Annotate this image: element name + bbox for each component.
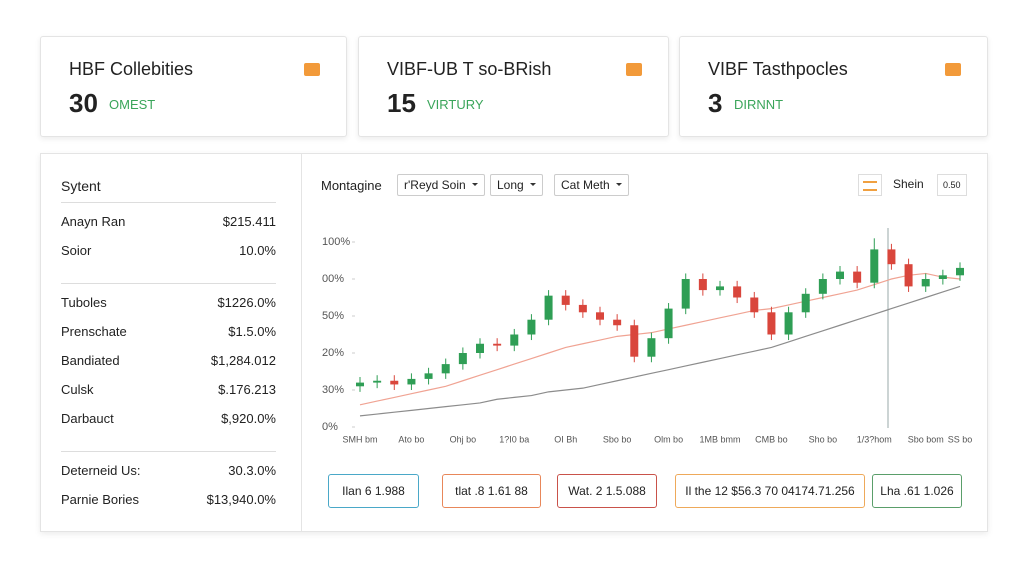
main-panel: Sytent Anayn Ran $215.411 Soior 10.0% Tubole…: [40, 153, 988, 532]
value-box: Wat. 2 1.5.088: [557, 474, 657, 508]
value-box: Ilan 6 1.988: [328, 474, 419, 508]
card-icon: [626, 63, 642, 76]
row-value: 30.3.0%: [228, 463, 276, 478]
summary-row: Soior 10.0%: [61, 243, 276, 258]
card-value: 3: [708, 88, 723, 118]
row-label: Parnie Bories: [61, 492, 140, 507]
card-status: DIRNNT: [734, 97, 784, 112]
summary-row: Deterneid Us: 30.3.0%: [61, 463, 276, 478]
row-label: Darbauct: [61, 411, 114, 426]
row-label: Tuboles: [61, 295, 107, 310]
summary-row: Culsk $.176.213: [61, 382, 276, 397]
card-icon: [945, 63, 961, 76]
stat-card: VIBF Tasthpocles 3 DIRNNT: [679, 36, 988, 137]
card-value: 30: [69, 88, 98, 118]
dropdown[interactable]: r'Reyd Soin: [397, 174, 485, 196]
card-status: VIRTURY: [427, 97, 484, 112]
row-label: Bandiated: [61, 353, 120, 368]
card-value: 15: [387, 88, 416, 118]
card-title: VIBF Tasthpocles: [708, 59, 848, 79]
row-label: Prenschate: [61, 324, 127, 339]
toolbar-icon[interactable]: [858, 174, 882, 196]
card-title: VIBF-UB T so-BRish: [387, 59, 552, 79]
summary-row: Parnie Bories $13,940.0%: [61, 492, 276, 507]
summary-row: Bandiated $1,284.012: [61, 353, 276, 368]
value-box: tlat .8 1.61 88: [442, 474, 541, 508]
row-value: $1226.0%: [217, 295, 276, 310]
row-label: Soior: [61, 243, 92, 258]
value-box: Il the 12 $56.3 70 04174.71.256: [675, 474, 865, 508]
dropdown[interactable]: Long: [490, 174, 543, 196]
row-label: Deterneid Us:: [61, 463, 141, 478]
card-icon: [304, 63, 320, 76]
separator: [61, 202, 276, 203]
row-value: $,920.0%: [221, 411, 276, 426]
zoom[interactable]: 0.50: [937, 174, 967, 196]
dropdown[interactable]: Cat Meth: [554, 174, 629, 196]
stat-card: HBF Collebities 30 OMEST: [40, 36, 347, 137]
row-value: 10.0%: [239, 243, 276, 258]
panel-title: Sytent: [61, 178, 101, 194]
separator: [61, 283, 276, 284]
value-box: Lha .61 1.026: [872, 474, 962, 508]
row-label: Anayn Ran: [61, 214, 126, 229]
row-value: $.176.213: [218, 382, 276, 397]
summary-row: Anayn Ran $215.411: [61, 214, 276, 229]
toolbar-button[interactable]: Shein: [893, 177, 924, 191]
row-label: Culsk: [61, 382, 94, 397]
row-value: $1.5.0%: [228, 324, 276, 339]
summary-panel: Sytent Anayn Ran $215.411 Soior 10.0% Tubole…: [41, 154, 302, 531]
summary-row: Darbauct $,920.0%: [61, 411, 276, 426]
card-status: OMEST: [109, 97, 156, 112]
toolbar-title: Montagine: [321, 178, 382, 193]
row-value: $215.411: [222, 214, 276, 229]
card-title: HBF Collebities: [69, 59, 194, 79]
row-value: $13,940.0%: [206, 492, 276, 507]
stat-card: VIBF-UB T so-BRish 15 VIRTURY: [358, 36, 669, 137]
row-value: $1,284.012: [210, 353, 276, 368]
summary-row: Prenschate $1.5.0%: [61, 324, 276, 339]
summary-row: Tuboles $1226.0%: [61, 295, 276, 310]
separator: [61, 451, 276, 452]
